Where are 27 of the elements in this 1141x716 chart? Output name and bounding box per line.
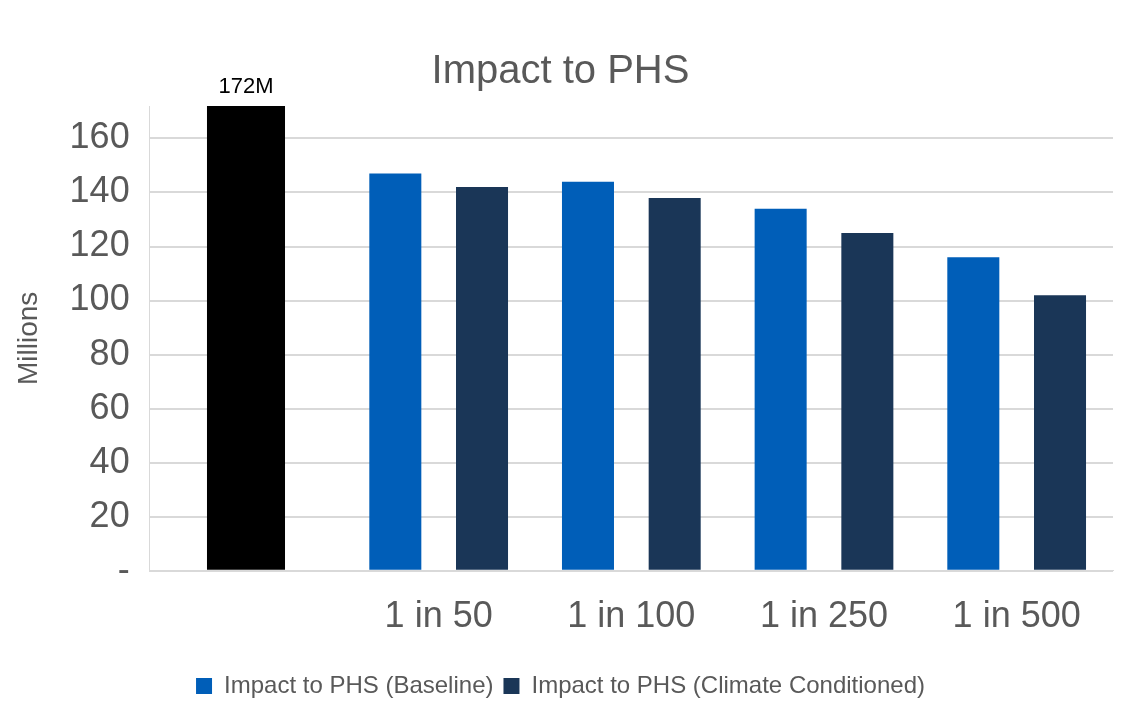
x-tick-label: 1 in 250 — [759, 594, 889, 636]
y-tick-label: 140 — [69, 169, 130, 211]
x-tick-label: 1 in 50 — [384, 594, 493, 636]
bar — [561, 181, 614, 570]
bar — [648, 197, 701, 570]
bar — [754, 208, 807, 570]
x-tick-label: 1 in 100 — [567, 594, 696, 636]
y-tick-label: 60 — [89, 385, 130, 427]
y-tick-label: 20 — [89, 493, 130, 535]
bar — [206, 106, 286, 570]
y-tick-label: 160 — [69, 115, 130, 157]
bar — [369, 173, 422, 570]
y-tick-label: 120 — [69, 223, 130, 265]
bar — [1034, 295, 1087, 570]
y-tick-label: 100 — [69, 277, 130, 319]
legend-label: Impact to PHS (Climate Conditioned) — [531, 670, 925, 698]
y-axis-title: Millions — [11, 291, 43, 386]
bar — [456, 187, 509, 570]
y-tick-label: 80 — [89, 331, 130, 373]
chart-title: Impact to PHS — [431, 47, 690, 92]
legend-label: Impact to PHS (Baseline) — [224, 670, 494, 698]
data-label: 172M — [218, 73, 274, 99]
bar — [841, 233, 894, 570]
x-tick-label: 1 in 500 — [952, 594, 1081, 636]
bar — [947, 257, 1000, 570]
y-tick-label: 40 — [89, 439, 130, 481]
y-tick-label: - — [117, 547, 130, 589]
